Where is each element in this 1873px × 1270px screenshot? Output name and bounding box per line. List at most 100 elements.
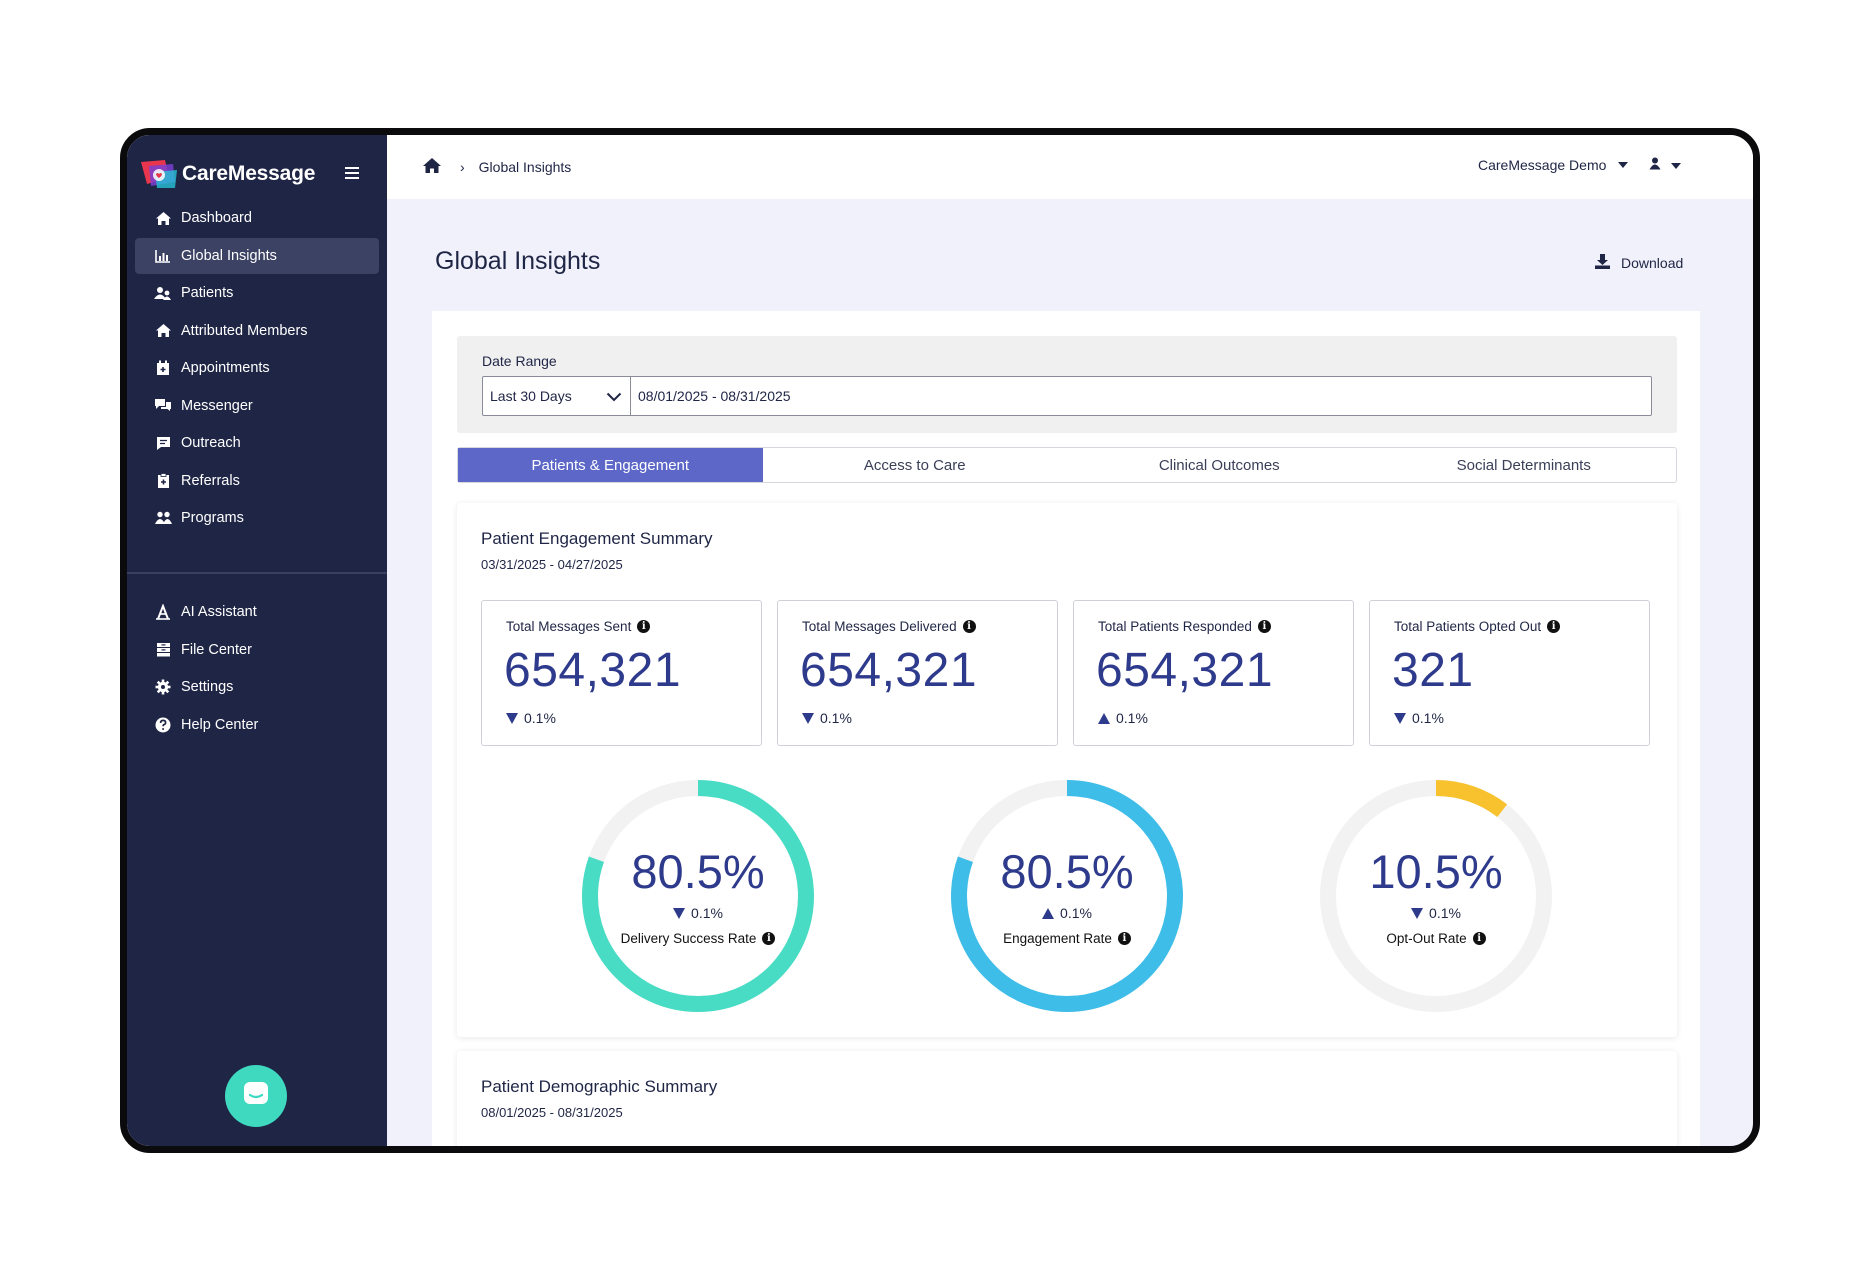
trend-down-icon	[1394, 712, 1406, 724]
sidebar-item-messenger[interactable]: Messenger	[135, 388, 379, 424]
kpi-label: Total Patients Responded	[1098, 619, 1252, 634]
insight-tabs: Patients & Engagement Access to Care Cli…	[457, 447, 1677, 483]
trend-up-icon	[1098, 712, 1110, 724]
gear-icon	[153, 677, 173, 697]
kpi-delta: 0.1%	[1412, 710, 1444, 726]
info-icon[interactable]: i	[1117, 932, 1131, 945]
kpi-value: 654,321	[800, 644, 978, 697]
sidebar-item-attributed-members[interactable]: Attributed Members	[135, 313, 379, 349]
sidebar-item-label: Settings	[181, 679, 234, 695]
user-menu[interactable]	[1649, 157, 1681, 175]
sidebar-item-help-center[interactable]: Help Center	[135, 707, 379, 743]
card-title: Patient Engagement Summary	[481, 529, 713, 548]
kpi-total-messages-sent: Total Messages Sent i 654,321 0.1%	[481, 600, 762, 746]
gauge-delta: 0.1%	[1060, 905, 1092, 921]
breadcrumb-current[interactable]: Global Insights	[478, 159, 572, 175]
gauge-label: Engagement Rate	[1003, 931, 1112, 946]
calendar-icon	[153, 358, 173, 378]
sidebar-item-label: File Center	[181, 641, 252, 658]
menu-toggle-icon[interactable]	[345, 167, 359, 182]
info-icon[interactable]: i	[1257, 620, 1271, 633]
sidebar-nav: Dashboard Global Insights Patients Attri…	[135, 200, 379, 538]
breadcrumb: › Global Insights	[422, 157, 571, 177]
kpi-total-patients-responded: Total Patients Responded i 654,321 0.1%	[1073, 600, 1354, 746]
chat-launcher-button[interactable]	[225, 1065, 287, 1127]
ai-icon	[153, 602, 173, 622]
kpi-delta: 0.1%	[1116, 710, 1148, 726]
chat-icon	[153, 396, 173, 416]
sidebar-item-dashboard[interactable]: Dashboard	[135, 200, 379, 236]
sidebar-item-outreach[interactable]: Outreach	[135, 425, 379, 461]
question-icon	[153, 715, 173, 735]
kpi-value: 654,321	[1096, 644, 1274, 697]
info-icon[interactable]: i	[1472, 932, 1486, 945]
sidebar-item-label: Help Center	[181, 716, 259, 733]
gauge-delta: 0.1%	[1429, 905, 1461, 921]
gauge-label: Opt-Out Rate	[1386, 931, 1467, 946]
top-bar: › Global Insights CareMessage Demo	[387, 135, 1753, 199]
tab-access-to-care[interactable]: Access to Care	[863, 456, 966, 474]
home-icon	[153, 208, 173, 228]
date-preset-select[interactable]: Last 30 Days	[482, 376, 630, 416]
tab-social-determinants[interactable]: Social Determinants	[1456, 456, 1591, 474]
download-button[interactable]: Download	[1594, 253, 1683, 273]
trend-up-icon	[1042, 907, 1055, 919]
tab-clinical-outcomes[interactable]: Clinical Outcomes	[1158, 456, 1280, 474]
date-range-label: Date Range	[482, 353, 557, 369]
gauge-value: 80.5%	[631, 845, 765, 898]
sidebar-item-label: Dashboard	[181, 210, 252, 226]
trend-down-icon	[1411, 907, 1424, 919]
gauge-delivery-success-rate: 80.5% 0.1% Delivery Success Rate i	[575, 773, 821, 1019]
home-icon	[153, 321, 173, 341]
sidebar-divider	[127, 572, 387, 574]
sidebar-item-label: Referrals	[181, 472, 240, 489]
app-window: CareMessage Dashboard Global Insights Pa…	[120, 128, 1760, 1153]
chevron-down-icon	[606, 389, 622, 405]
organization-dropdown[interactable]: CareMessage Demo	[1478, 157, 1629, 173]
brand[interactable]: CareMessage	[139, 157, 315, 191]
kpi-label: Total Messages Sent	[506, 619, 632, 634]
kpi-delta: 0.1%	[820, 710, 852, 726]
sidebar-item-label: Programs	[181, 510, 244, 526]
date-range-input[interactable]: 08/01/2025 - 08/31/2025	[630, 376, 1652, 416]
tab-patients-engagement[interactable]: Patients & Engagement	[458, 448, 763, 482]
sidebar: CareMessage Dashboard Global Insights Pa…	[127, 135, 387, 1146]
archive-icon	[153, 640, 173, 660]
organization-name: CareMessage Demo	[1478, 157, 1607, 173]
sidebar-item-patients[interactable]: Patients	[135, 275, 379, 311]
sidebar-item-programs[interactable]: Programs	[135, 500, 379, 536]
sidebar-item-file-center[interactable]: File Center	[135, 632, 379, 668]
caremessage-logo-icon	[139, 158, 179, 190]
sidebar-item-referrals[interactable]: Referrals	[135, 463, 379, 499]
date-range-value: 08/01/2025 - 08/31/2025	[638, 388, 791, 404]
trend-down-icon	[506, 712, 518, 724]
info-icon[interactable]: i	[637, 620, 651, 633]
page-title: Global Insights	[435, 247, 601, 275]
sidebar-bottom-nav: AI Assistant File Center Settings Help C…	[135, 594, 379, 744]
sidebar-item-ai-assistant[interactable]: AI Assistant	[135, 594, 379, 630]
sidebar-item-settings[interactable]: Settings	[135, 669, 379, 705]
gauge-delta: 0.1%	[691, 905, 723, 921]
sidebar-item-label: Patients	[181, 285, 234, 301]
kpi-label: Total Messages Delivered	[802, 619, 957, 634]
gauge-label: Delivery Success Rate	[620, 931, 757, 946]
message-icon	[153, 433, 173, 453]
date-preset-value: Last 30 Days	[490, 388, 572, 404]
sidebar-item-global-insights[interactable]: Global Insights	[135, 237, 379, 274]
home-icon[interactable]	[422, 157, 442, 177]
gauge-arc	[582, 780, 814, 1012]
card-title: Patient Demographic Summary	[481, 1077, 718, 1096]
date-range-filter: Date Range Last 30 Days 08/01/2025 - 08/…	[457, 336, 1677, 433]
user-icon	[1649, 157, 1661, 175]
gauge-value: 80.5%	[1000, 845, 1134, 898]
sidebar-item-label: AI Assistant	[181, 604, 257, 620]
sidebar-item-label: Global Insights	[181, 247, 277, 264]
kpi-label: Total Patients Opted Out	[1394, 619, 1542, 634]
info-icon[interactable]: i	[1547, 620, 1561, 633]
sidebar-item-appointments[interactable]: Appointments	[135, 350, 379, 386]
info-icon[interactable]: i	[962, 620, 976, 633]
trend-down-icon	[802, 712, 814, 724]
gauge-value: 10.5%	[1369, 845, 1503, 898]
info-icon[interactable]: i	[762, 932, 776, 945]
chevron-right-icon: ›	[460, 159, 465, 175]
